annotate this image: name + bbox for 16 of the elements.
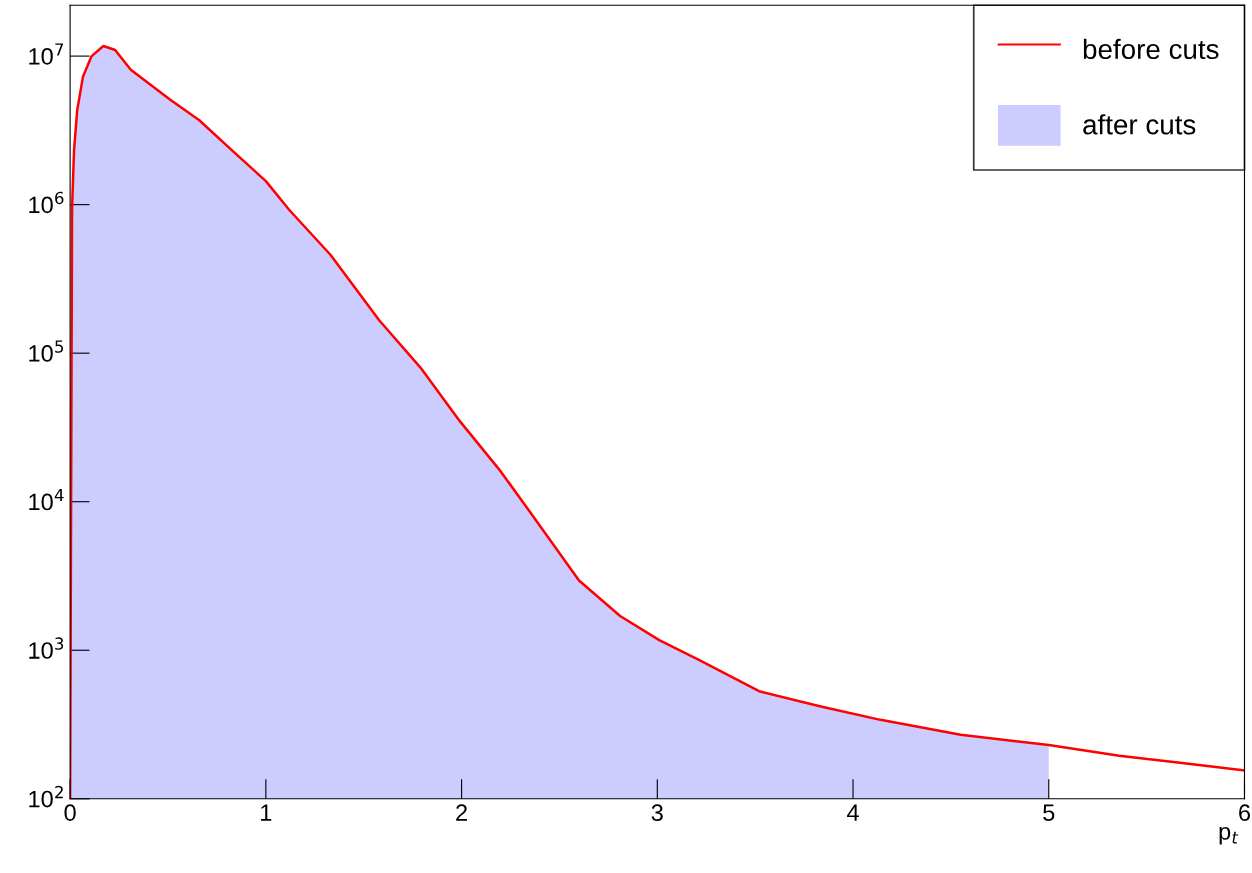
x-tick-label: 0 [64,804,76,821]
x-tick-label: 3 [651,804,663,821]
y-tick-label: 10$^{5}$ [29,340,64,362]
y-tick-label: 10$^{4}$ [29,489,64,511]
legend-label: before cuts [1083,38,1219,60]
legend-label: after cuts [1083,114,1196,135]
x-tick-label: 2 [456,804,467,821]
x-tick-label: 1 [261,804,272,821]
y-tick-label: 10$^{7}$ [29,43,64,65]
x-tick-label: 4 [847,804,859,821]
x-tick-label: 6 [1239,804,1251,821]
x-tick-label: 5 [1043,804,1055,821]
y-tick-label: 10$^{3}$ [29,637,64,659]
y-tick-label: 10$^{6}$ [29,191,64,214]
x-axis-title: p$_{t}$ [1219,826,1239,845]
y-tick-label: 10$^{2}$ [29,785,63,808]
